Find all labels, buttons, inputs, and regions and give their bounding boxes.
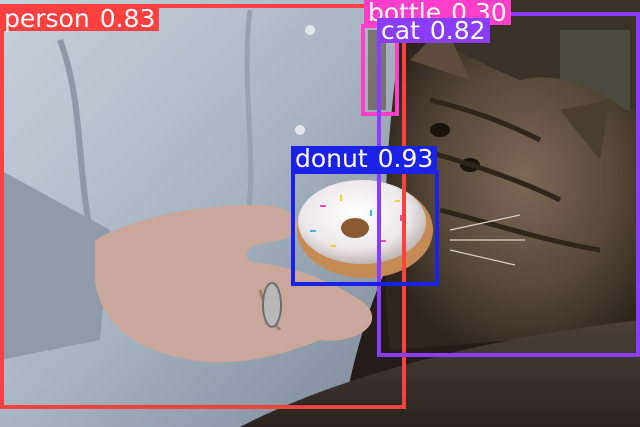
cat-class-name: cat [381, 16, 420, 45]
donut-bounding-box [291, 170, 439, 286]
cat-detection-label: cat 0.82 [377, 18, 490, 43]
cat-confidence: 0.82 [429, 16, 486, 45]
person-confidence: 0.83 [99, 4, 156, 33]
donut-detection-label: donut 0.93 [291, 144, 438, 173]
donut-class-name: donut [295, 144, 368, 173]
person-detection-label: person 0.83 [0, 4, 160, 33]
donut-confidence: 0.93 [377, 144, 434, 173]
person-class-name: person [4, 4, 90, 33]
person-bounding-box [0, 4, 406, 409]
